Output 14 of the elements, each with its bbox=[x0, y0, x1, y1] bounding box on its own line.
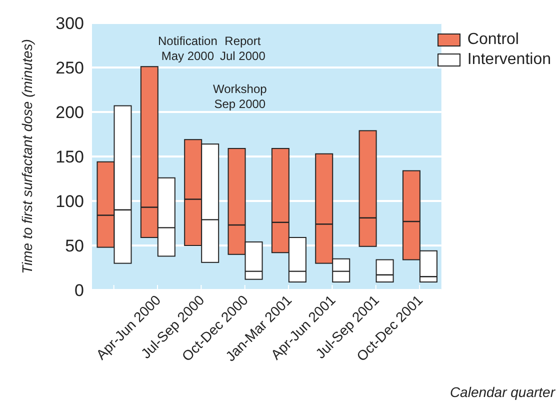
y-tick-label: 50 bbox=[65, 236, 84, 256]
y-tick-label: 100 bbox=[56, 192, 84, 212]
y-tick-label: 150 bbox=[56, 148, 84, 167]
y-tick-label: 300 bbox=[56, 14, 84, 34]
annotation: Workshop Sep 2000 bbox=[213, 82, 267, 112]
y-tick-label: 0 bbox=[74, 281, 84, 300]
legend-label: Control bbox=[467, 31, 519, 49]
annotation: Report Jul 2000 bbox=[220, 34, 266, 64]
y-tick-label: 200 bbox=[56, 103, 84, 122]
annotation: Notification May 2000 bbox=[158, 34, 218, 64]
y-axis-title: Time to first surfactant dose (minutes) bbox=[18, 39, 35, 274]
x-axis-title: Calendar quarter bbox=[450, 384, 555, 400]
legend-label: Intervention bbox=[467, 51, 551, 69]
y-tick-label: 250 bbox=[56, 58, 84, 78]
